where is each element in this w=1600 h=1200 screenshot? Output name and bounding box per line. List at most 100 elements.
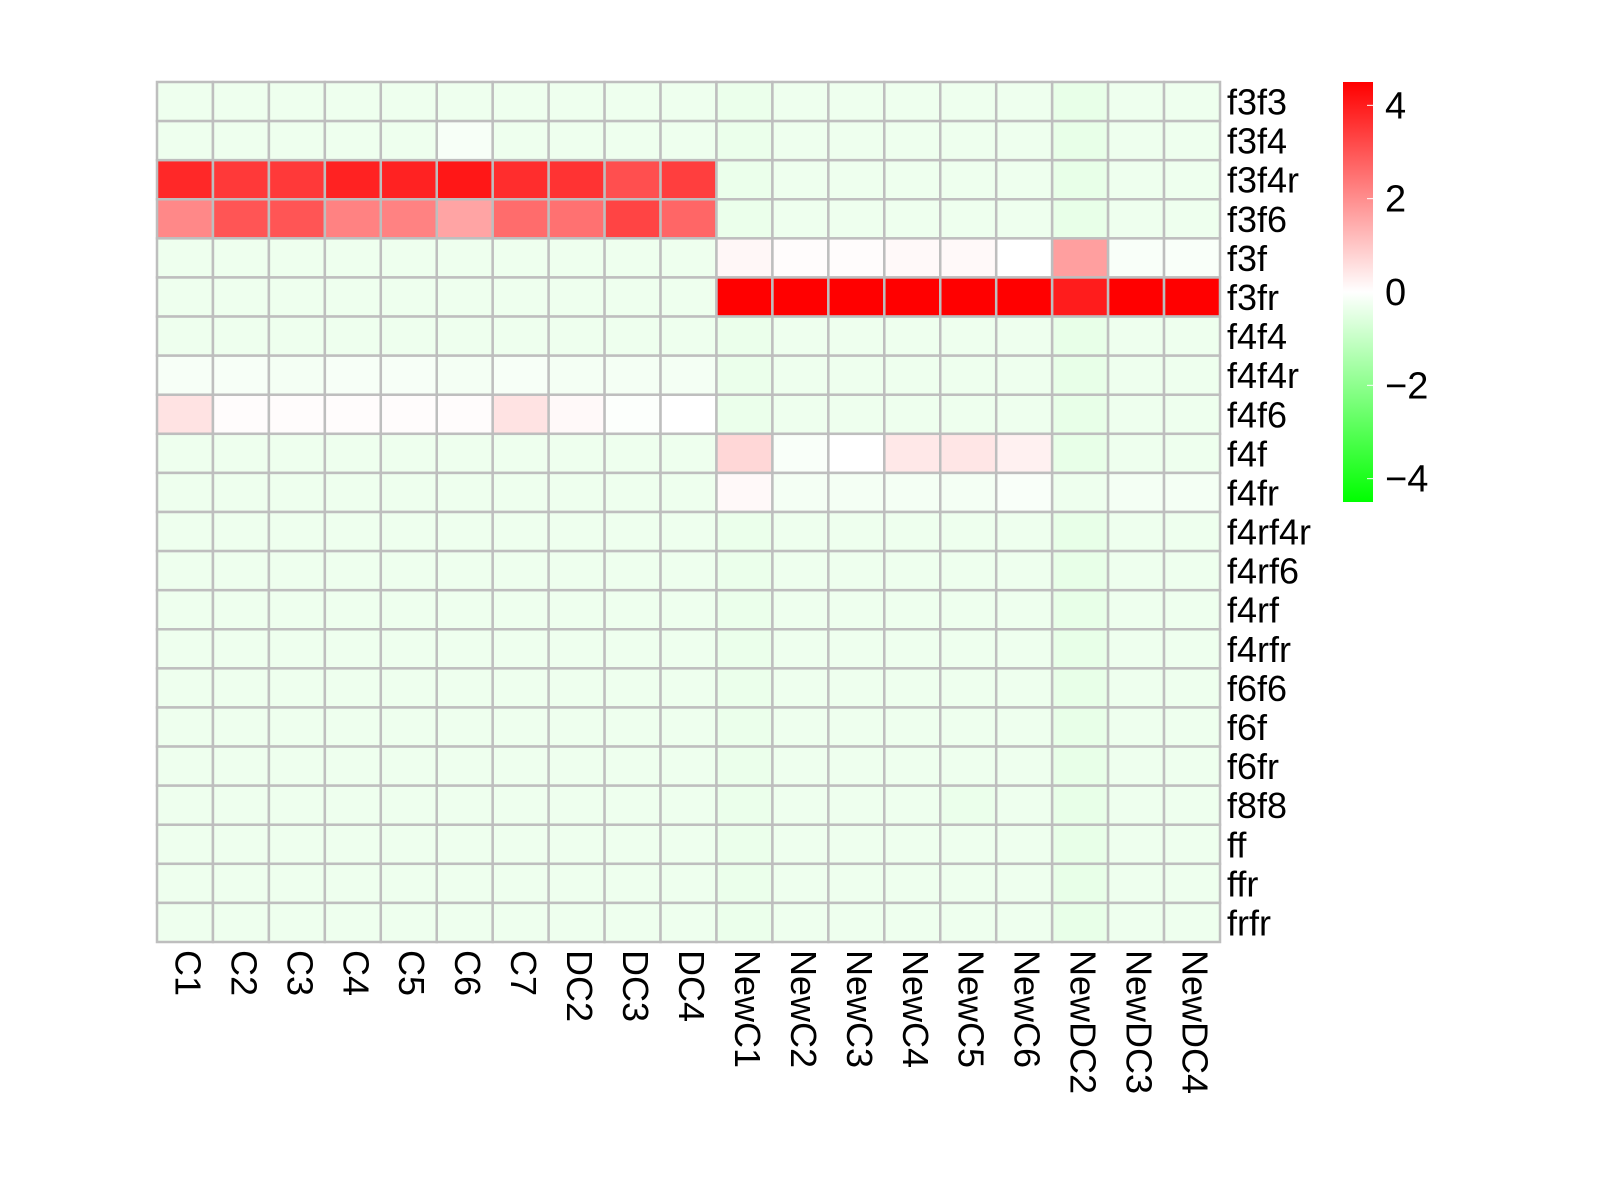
heatmap-cell: [771, 315, 830, 357]
heatmap-cell: [547, 862, 606, 905]
heatmap-cell: [1162, 862, 1222, 905]
heatmap-cell: [547, 119, 606, 162]
heatmap-cell: [547, 198, 606, 240]
heatmap-cell: [379, 510, 438, 553]
heatmap-cell: [827, 588, 886, 631]
heatmap-cell: [659, 354, 718, 396]
heatmap-cell: [939, 901, 998, 944]
heatmap-cell: [1162, 237, 1222, 279]
heatmap-cell: [883, 628, 942, 670]
heatmap-cell: [715, 862, 774, 905]
heatmap-cell: [1162, 588, 1222, 631]
heatmap-cell: [659, 315, 718, 357]
heatmap-cell: [379, 823, 438, 866]
heatmap-cell: [491, 549, 550, 592]
heatmap-cell: [883, 510, 942, 553]
heatmap-cell: [267, 706, 327, 748]
heatmap-cell: [323, 784, 383, 826]
heatmap-cell: [827, 471, 886, 514]
heatmap-cell: [939, 628, 998, 670]
heatmap-cell: [211, 628, 271, 670]
row-label: f4rf4r: [1227, 512, 1311, 553]
heatmap-cell: [659, 158, 718, 201]
heatmap-cell: [1050, 237, 1110, 279]
heatmap-cell: [547, 823, 606, 866]
heatmap-cell: [939, 393, 998, 436]
heatmap-cell: [994, 549, 1054, 592]
heatmap-cell: [1106, 158, 1166, 201]
heatmap-cell: [323, 354, 383, 396]
heatmap-cell: [155, 315, 215, 357]
legend-tick-label: 2: [1385, 179, 1406, 221]
heatmap-cell: [211, 471, 271, 514]
row-label: f3fr: [1227, 277, 1279, 318]
heatmap-cell: [603, 510, 662, 553]
heatmap-cell: [827, 119, 886, 162]
heatmap-cell: [994, 432, 1054, 475]
heatmap-cell: [1050, 198, 1110, 240]
row-label: ff: [1227, 824, 1247, 865]
heatmap-cell: [1050, 901, 1110, 944]
heatmap-cell: [715, 354, 774, 396]
heatmap-cell: [211, 901, 271, 944]
heatmap-cell: [491, 354, 550, 396]
heatmap-cell: [267, 354, 327, 396]
heatmap-cell: [1162, 706, 1222, 748]
heatmap-cell: [715, 315, 774, 357]
heatmap-cell: [659, 119, 718, 162]
heatmap-cell: [435, 706, 494, 748]
heatmap-cell: [603, 119, 662, 162]
heatmap-cell: [211, 276, 271, 318]
heatmap-cell: [379, 80, 438, 123]
heatmap-cell: [267, 471, 327, 514]
heatmap-cell: [491, 432, 550, 475]
heatmap-cell: [659, 745, 718, 787]
row-label: f4f: [1227, 433, 1268, 474]
heatmap-cell: [603, 823, 662, 866]
heatmap-cell: [827, 549, 886, 592]
heatmap-cell: [155, 432, 215, 475]
heatmap-cell: [491, 80, 550, 123]
heatmap-cell: [323, 393, 383, 436]
heatmap-cell: [1106, 276, 1166, 318]
heatmap-cell: [883, 119, 942, 162]
heatmap-cell: [1106, 315, 1166, 357]
heatmap-cell: [1106, 706, 1166, 748]
heatmap-cell: [379, 745, 438, 787]
row-label: f4f6: [1227, 394, 1287, 435]
heatmap-cell: [1050, 471, 1110, 514]
heatmap-cell: [1106, 549, 1166, 592]
heatmap-cell: [659, 432, 718, 475]
heatmap-cell: [771, 510, 830, 553]
heatmap-cell: [939, 823, 998, 866]
heatmap-cell: [939, 784, 998, 826]
heatmap-cell: [379, 862, 438, 905]
heatmap-cell: [827, 276, 886, 318]
heatmap-cell: [491, 198, 550, 240]
heatmap-cell: [491, 706, 550, 748]
column-label: NewC3: [839, 950, 880, 1068]
heatmap-cell: [827, 432, 886, 475]
heatmap-cell: [155, 119, 215, 162]
row-label: f6f: [1227, 707, 1268, 748]
heatmap-cell: [435, 784, 494, 826]
heatmap-cell: [155, 510, 215, 553]
heatmap-cell: [547, 432, 606, 475]
heatmap-cell: [1050, 549, 1110, 592]
heatmap-cell: [547, 276, 606, 318]
heatmap-cell: [323, 862, 383, 905]
heatmap-cell: [827, 354, 886, 396]
heatmap-cell: [547, 588, 606, 631]
heatmap-cell: [323, 588, 383, 631]
heatmap-cell: [715, 158, 774, 201]
heatmap-cell: [1106, 198, 1166, 240]
heatmap-cell: [1050, 784, 1110, 826]
heatmap-cell: [1162, 901, 1222, 944]
row-label: f3f6: [1227, 199, 1287, 240]
column-label: DC2: [559, 950, 600, 1022]
legend-tick-label: 0: [1385, 272, 1406, 314]
heatmap-cell: [547, 315, 606, 357]
heatmap-cell: [994, 354, 1054, 396]
heatmap-cell: [435, 80, 494, 123]
heatmap-cell: [715, 706, 774, 748]
